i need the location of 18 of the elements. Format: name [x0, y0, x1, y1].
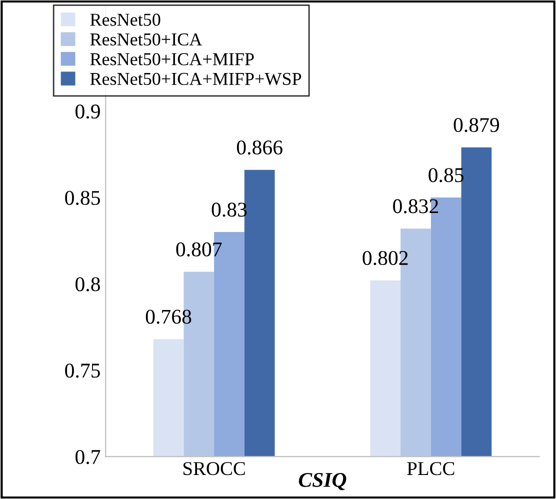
data-label: 0.879	[454, 118, 500, 132]
data-label: 0.807	[176, 242, 222, 257]
data-label: 0.832	[393, 199, 438, 214]
legend-label: ResNet50+ICA	[90, 33, 202, 46]
legend-label: ResNet50	[90, 14, 160, 26]
y-tick-label: 0.75	[65, 364, 100, 378]
y-tick-label: 0.9	[76, 104, 100, 119]
x-tick-label: SROCC	[183, 462, 245, 476]
data-label: 0.866	[236, 140, 282, 155]
legend-label: ResNet50+ICA+MIFP+WSP	[90, 72, 302, 86]
y-tick-label: 0.8	[76, 277, 100, 292]
legend-label: ResNet50+ICA+MIFP	[90, 53, 254, 66]
x-axis-title: CSIQ	[298, 472, 346, 490]
y-tick-label: 0.85	[65, 190, 100, 206]
data-label: 0.802	[362, 250, 408, 266]
x-tick-label: PLCC	[407, 462, 454, 476]
y-tick-label: 0.7	[76, 450, 100, 464]
data-label: 0.768	[146, 310, 192, 324]
